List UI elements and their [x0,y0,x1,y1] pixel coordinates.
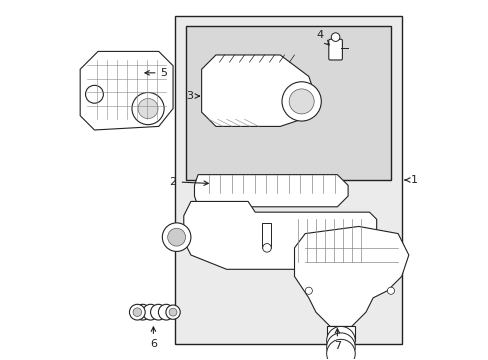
Circle shape [165,305,180,319]
Text: 5: 5 [144,68,167,78]
Circle shape [169,308,177,316]
FancyBboxPatch shape [185,26,390,180]
Text: 3: 3 [185,91,199,101]
Circle shape [262,244,271,252]
Circle shape [162,223,190,251]
Circle shape [129,304,145,320]
Circle shape [138,99,158,118]
Circle shape [85,85,103,103]
Circle shape [326,333,354,360]
Circle shape [132,93,164,125]
Polygon shape [194,175,347,207]
Circle shape [133,308,142,316]
Text: 1: 1 [404,175,417,185]
Circle shape [305,287,312,294]
Text: 2: 2 [169,177,208,187]
Circle shape [135,304,150,320]
Circle shape [326,327,354,355]
Polygon shape [183,202,376,269]
Polygon shape [201,55,315,126]
FancyBboxPatch shape [328,39,342,60]
Polygon shape [326,327,354,341]
Polygon shape [169,226,183,248]
Text: 6: 6 [150,327,157,349]
Polygon shape [80,51,173,130]
Text: 4: 4 [315,30,328,45]
Circle shape [142,304,158,320]
Circle shape [282,82,321,121]
Circle shape [331,33,339,41]
Circle shape [158,304,174,320]
FancyBboxPatch shape [175,16,401,344]
Circle shape [150,304,166,320]
Circle shape [326,339,354,360]
FancyBboxPatch shape [262,223,271,248]
Polygon shape [294,226,408,327]
Circle shape [288,89,313,114]
Circle shape [167,228,185,246]
Circle shape [386,287,394,294]
Text: 7: 7 [333,329,340,351]
